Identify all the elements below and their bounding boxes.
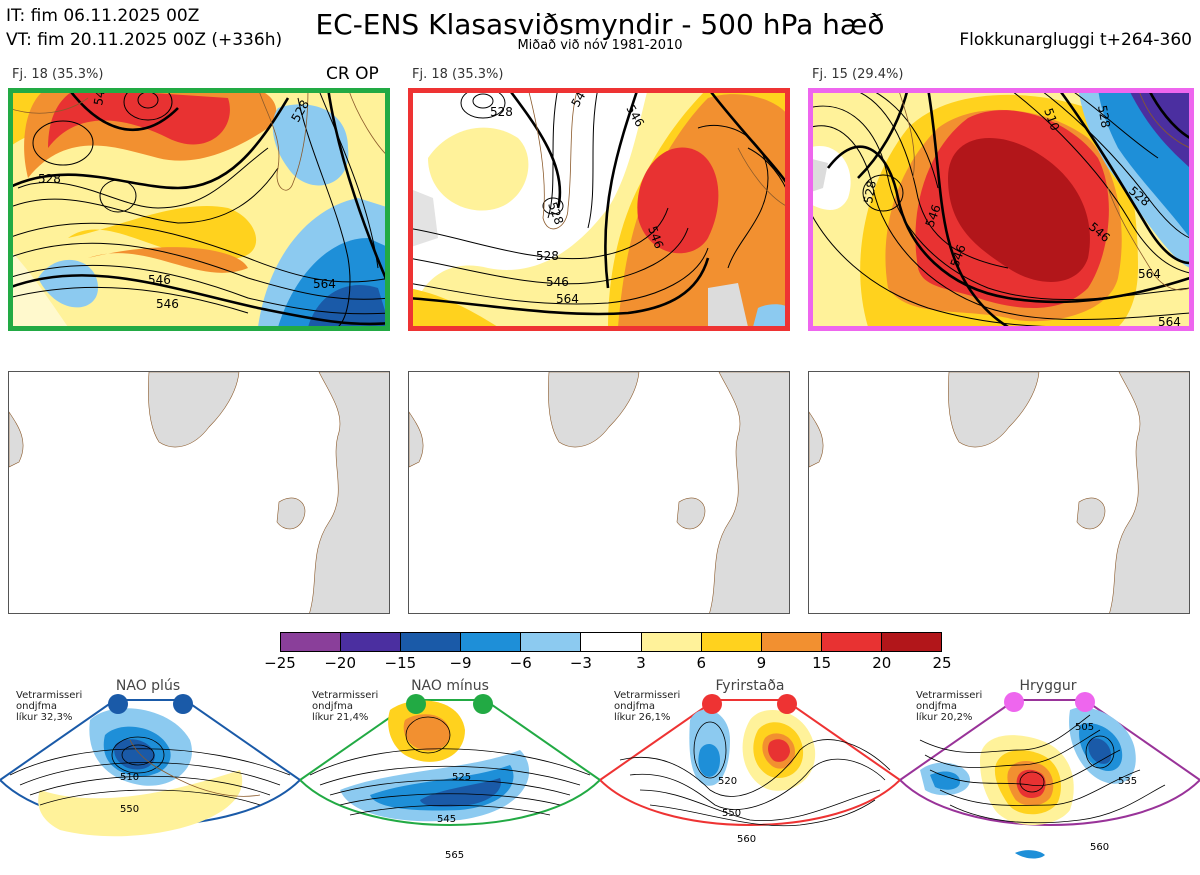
regime-nao-minus-contour: 525 xyxy=(452,772,471,783)
colorbar-tick-label: −6 xyxy=(509,654,532,672)
colorbar-tick-label: 9 xyxy=(756,654,767,672)
regime-nao-minus-contour: 565 xyxy=(445,850,464,861)
regime-nao-minus-line2: ondjfma xyxy=(312,701,353,712)
colorbar xyxy=(280,632,942,652)
regime-nao-plus-line2: ondjfma xyxy=(16,701,57,712)
regime-ridge-title: Hryggur xyxy=(1019,678,1077,694)
regime-blocking-line2: ondjfma xyxy=(614,701,655,712)
colorbar-tick-label: 6 xyxy=(696,654,707,672)
cluster-map-3: 528 510 528 546 546 564 564 546 528 xyxy=(808,88,1190,327)
regime-blocking-line3: líkur 26,1% xyxy=(614,712,671,723)
regime-nao-minus-title: NAO mínus xyxy=(411,678,489,694)
regime-nao-minus-dot xyxy=(473,694,493,714)
colorbar-tick-label: 3 xyxy=(636,654,646,672)
colorbar-segment xyxy=(401,633,462,651)
colorbar-segment xyxy=(461,633,522,651)
colorbar-segment xyxy=(701,633,762,651)
panel-2-contour-label: 528 xyxy=(490,105,513,119)
regime-nao-plus-title: NAO plús xyxy=(115,678,181,694)
panel-1-contour-label: 564 xyxy=(313,277,336,291)
cluster-map-2: 528 546 564 546 546 546 528 528 xyxy=(408,88,790,327)
page-subtitle: Miðað við nóv 1981-2010 xyxy=(517,38,683,53)
valid-time: VT: fim 20.11.2025 00Z (+336h) xyxy=(6,30,283,50)
regime-blocking-contour: 560 xyxy=(737,834,756,845)
colorbar-segment xyxy=(821,633,882,651)
page-title: EC-ENS Klasasviðsmyndir - 500 hPa hæð xyxy=(315,8,885,41)
colorbar-segment xyxy=(281,633,342,651)
panel-1-label: Fj. 18 (35.3%) xyxy=(12,67,104,82)
regime-ridge-line1: Vetrarmisseri xyxy=(916,690,983,701)
regime-nao-minus-line3: líkur 21,4% xyxy=(312,712,369,723)
empty-map-3 xyxy=(808,371,1190,614)
regime-nao-plus-dot xyxy=(173,694,193,714)
colorbar-tick-label: 15 xyxy=(812,654,832,672)
colorbar-tick-label: −20 xyxy=(324,654,356,672)
empty-map-1 xyxy=(8,371,390,614)
panel-2-frame xyxy=(408,88,790,331)
colorbar-segment xyxy=(641,633,702,651)
panel-1-contour-label: 528 xyxy=(38,172,61,186)
panel-3-contour-label: 564 xyxy=(1138,267,1161,281)
panel-2-contour-label: 564 xyxy=(556,292,579,306)
panel-1-contour-label: 546 xyxy=(156,297,179,311)
regime-nao-minus: 525 545 565 NAO mínus Vetrarmisseri ondj… xyxy=(298,678,602,871)
panel-2-label: Fj. 18 (35.3%) xyxy=(412,67,504,82)
panel-1-frame xyxy=(8,88,390,331)
classification-window: Flokkunargluggi t+264-360 xyxy=(959,30,1192,50)
regime-blocking-contour: 520 xyxy=(718,776,737,787)
regime-blocking: 520 550 560 Fyrirstaða Vetrarmisseri ond… xyxy=(598,678,902,871)
colorbar-segment xyxy=(761,633,822,651)
empty-map-2 xyxy=(408,371,790,614)
regime-nao-plus-contour: 550 xyxy=(120,804,139,815)
regime-nao-minus-dot xyxy=(406,694,426,714)
regime-ridge-contour: 535 xyxy=(1118,776,1137,787)
colorbar-tick-label: 20 xyxy=(872,654,892,672)
regime-ridge: 505 535 560 Hryggur Vetrarmisseri ondjfm… xyxy=(898,678,1200,871)
regime-nao-plus-dot xyxy=(108,694,128,714)
panel-3-contour-label: 564 xyxy=(1158,315,1181,327)
colorbar-ticks: −25 −20 −15 −9 −6 −3 3 6 9 15 20 25 xyxy=(264,654,951,674)
regime-ridge-dot xyxy=(1004,692,1024,712)
regime-nao-plus-contour: 510 xyxy=(120,772,139,783)
panel-1-contour-label: 546 xyxy=(148,273,171,287)
regime-blocking-contour: 550 xyxy=(722,808,741,819)
regime-blocking-dot xyxy=(702,694,722,714)
colorbar-tick-label: −25 xyxy=(264,654,296,672)
regime-blocking-dot xyxy=(777,694,797,714)
panel-3-frame xyxy=(808,88,1194,331)
panel-3-label: Fj. 15 (29.4%) xyxy=(812,67,904,82)
regime-nao-minus-line1: Vetrarmisseri xyxy=(312,690,379,701)
colorbar-tick-label: 25 xyxy=(932,654,952,672)
colorbar-tick-label: −15 xyxy=(384,654,417,672)
colorbar-tick-label: −3 xyxy=(569,654,592,672)
colorbar-segment xyxy=(521,633,582,651)
initial-time: IT: fim 06.11.2025 00Z xyxy=(6,6,200,26)
regime-blocking-title: Fyrirstaða xyxy=(715,678,785,694)
regime-ridge-contour: 560 xyxy=(1090,842,1109,853)
colorbar-segment xyxy=(341,633,402,651)
panel-3-contour-label: 528 xyxy=(1095,104,1113,129)
panel-3-contour-label: 528 xyxy=(861,180,879,205)
regime-nao-plus: 510 550 NAO plús Vetrarmisseri ondjfma l… xyxy=(0,678,302,871)
colorbar-segment xyxy=(881,633,942,651)
panel-2-contour-label: 528 xyxy=(536,249,559,263)
regime-blocking-line1: Vetrarmisseri xyxy=(614,690,681,701)
regime-ridge-line3: líkur 20,2% xyxy=(916,712,973,723)
panel-1-tag: CR OP xyxy=(326,64,379,84)
colorbar-tick-label: −9 xyxy=(449,654,472,672)
regime-ridge-dot xyxy=(1075,692,1095,712)
panel-2-contour-label: 546 xyxy=(546,275,569,289)
regime-ridge-contour: 505 xyxy=(1075,722,1094,733)
colorbar-segment xyxy=(581,633,642,651)
regime-nao-plus-line3: líkur 32,3% xyxy=(16,712,73,723)
cluster-map-1: 528 546 546 564 546 528 xyxy=(8,88,390,327)
regime-ridge-line2: ondjfma xyxy=(916,701,957,712)
regime-nao-minus-contour: 545 xyxy=(437,814,456,825)
regime-nao-plus-line1: Vetrarmisseri xyxy=(16,690,83,701)
